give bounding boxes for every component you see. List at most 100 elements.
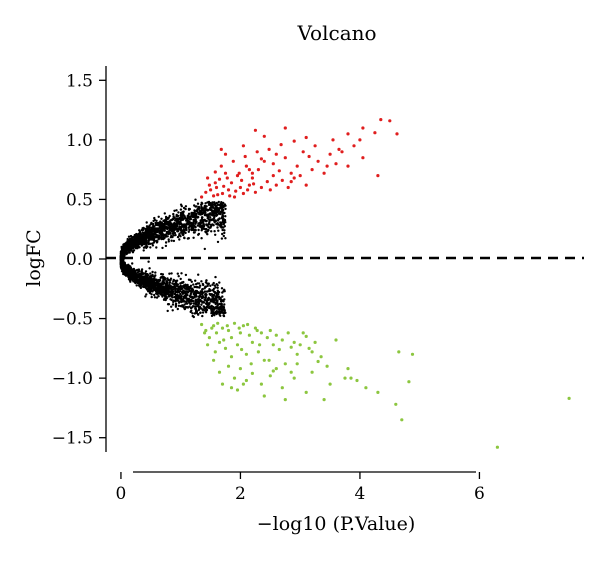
background-point <box>219 207 222 210</box>
background-point <box>171 291 174 294</box>
background-point <box>208 289 211 293</box>
background-point <box>220 217 224 220</box>
background-point <box>215 201 218 205</box>
background-point <box>211 214 214 217</box>
background-point <box>144 270 148 273</box>
background-point <box>169 231 172 235</box>
downregulated-point <box>232 321 237 325</box>
background-point <box>176 214 180 218</box>
background-point <box>221 295 224 298</box>
background-point <box>175 294 178 297</box>
background-point <box>135 243 138 247</box>
background-point <box>142 275 146 278</box>
background-point <box>131 262 134 265</box>
background-point <box>144 295 147 298</box>
background-point <box>180 297 183 300</box>
background-point <box>151 273 154 277</box>
background-point <box>168 283 171 286</box>
background-point <box>223 303 226 306</box>
background-point <box>136 245 139 249</box>
background-point <box>135 269 138 272</box>
background-point <box>220 237 224 240</box>
background-point <box>223 204 227 207</box>
background-point <box>135 284 138 287</box>
background-point <box>200 229 203 232</box>
background-point <box>184 273 188 277</box>
upregulated-point <box>388 119 392 123</box>
upregulated-point <box>295 164 299 168</box>
background-point <box>200 216 204 219</box>
background-point <box>213 221 216 224</box>
background-point <box>222 312 226 315</box>
background-point <box>177 304 181 307</box>
background-point <box>159 286 162 289</box>
downregulated-point <box>334 338 338 342</box>
background-point <box>189 215 192 218</box>
background-point <box>179 284 182 288</box>
downregulated-point <box>246 322 250 327</box>
background-point <box>154 223 158 226</box>
background-point <box>142 233 145 236</box>
background-point <box>159 232 162 235</box>
background-point <box>182 296 186 300</box>
upregulated-point <box>262 159 266 163</box>
background-point <box>146 278 149 282</box>
background-point <box>219 202 223 205</box>
background-point <box>222 306 225 309</box>
background-point <box>205 302 208 306</box>
background-point <box>145 221 148 224</box>
downregulated-point <box>250 340 254 344</box>
background-point <box>161 246 164 250</box>
y-tick-label: 1.5 <box>66 71 93 91</box>
background-point <box>217 200 220 204</box>
background-point <box>155 292 158 295</box>
background-point <box>162 228 165 231</box>
downregulated-point <box>280 386 284 390</box>
y-tick-label: 0.5 <box>66 190 93 210</box>
y-tick-label: 0.0 <box>66 250 93 270</box>
background-point <box>182 289 185 292</box>
background-point <box>156 284 159 287</box>
background-point <box>131 243 134 246</box>
background-point <box>207 229 210 232</box>
background-point <box>214 275 217 279</box>
background-point <box>150 226 153 229</box>
background-point <box>138 236 141 239</box>
background-point <box>132 273 135 276</box>
background-point <box>177 297 180 300</box>
upregulated-point <box>307 154 311 159</box>
upregulated-point <box>289 171 293 175</box>
background-point <box>129 237 132 241</box>
downregulated-point <box>376 390 380 394</box>
background-point <box>198 295 201 298</box>
background-point <box>193 296 196 299</box>
background-point <box>201 314 204 318</box>
background-point <box>202 283 205 287</box>
upregulated-point <box>331 138 335 142</box>
background-point <box>127 235 131 238</box>
downregulated-point <box>238 367 242 371</box>
background-point <box>182 229 185 232</box>
background-point <box>131 251 135 254</box>
background-point <box>173 221 176 225</box>
background-point <box>174 298 178 302</box>
background-point <box>197 233 200 236</box>
background-point <box>157 229 160 232</box>
background-point <box>169 221 172 225</box>
significant-points <box>200 118 571 449</box>
background-point <box>194 279 197 282</box>
downregulated-point <box>226 328 231 333</box>
upregulated-point <box>292 176 296 180</box>
upregulated-point <box>277 169 281 173</box>
background-point <box>209 206 212 210</box>
upregulated-point <box>250 176 254 180</box>
background-point <box>212 203 215 206</box>
downregulated-point <box>301 331 305 335</box>
background-point <box>204 230 207 233</box>
background-point <box>162 290 165 293</box>
background-point <box>154 284 157 287</box>
background-point <box>176 299 180 302</box>
downregulated-point <box>271 369 275 373</box>
background-point <box>224 207 227 211</box>
downregulated-point <box>268 328 272 333</box>
